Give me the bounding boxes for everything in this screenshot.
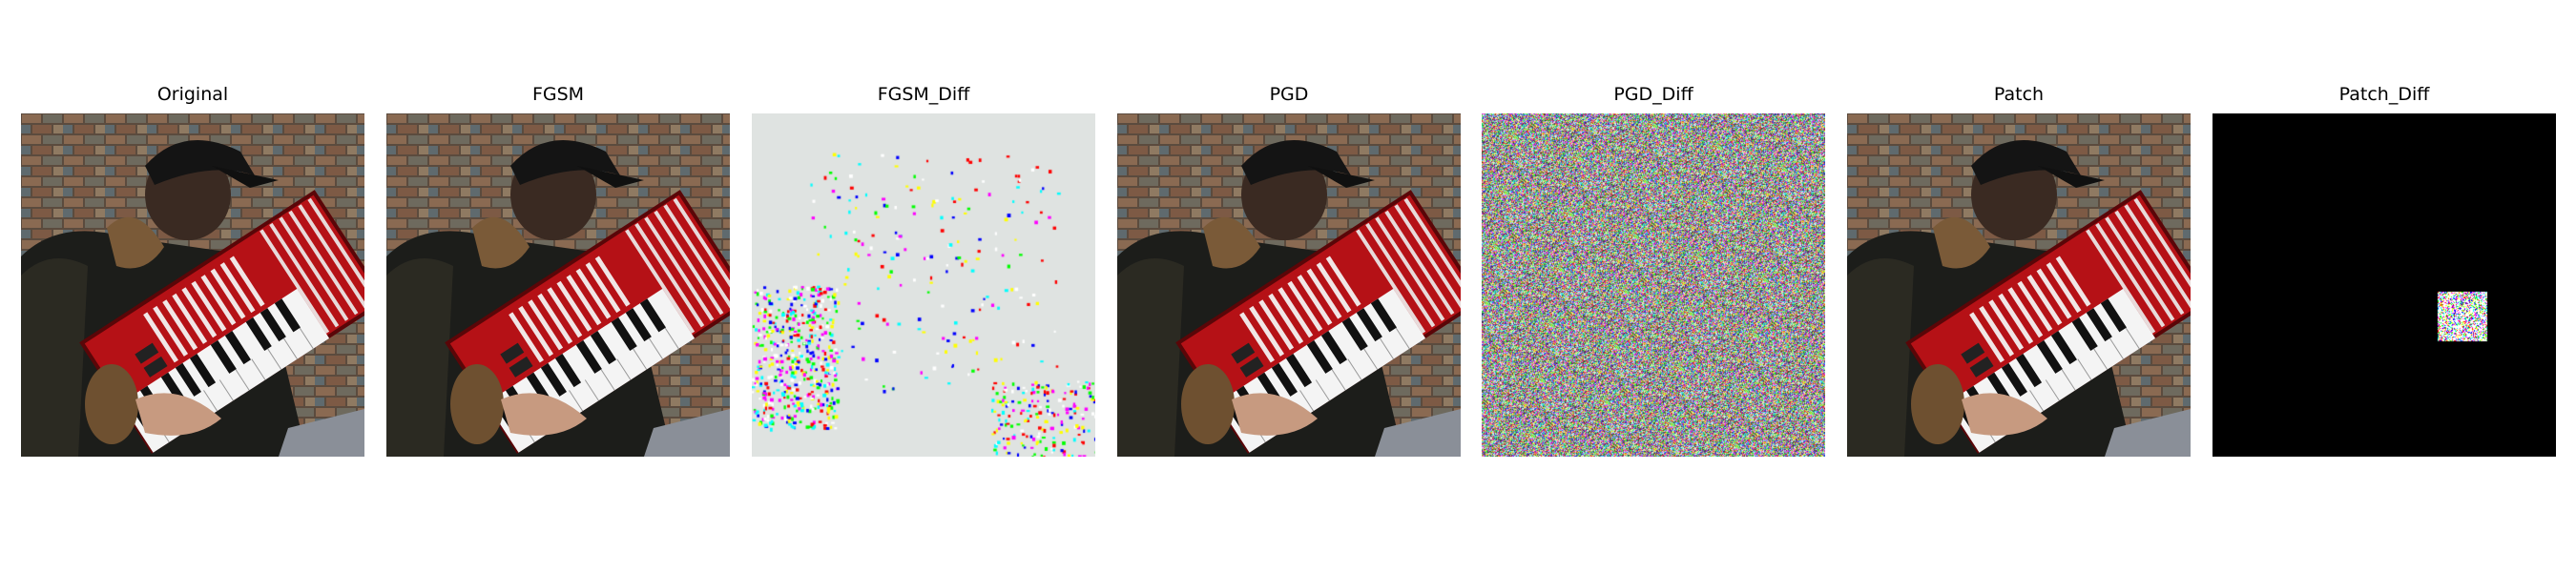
- fgsm-diff-image: [752, 113, 1095, 457]
- patch-image: [1847, 113, 2191, 457]
- pgd-diff-image: [1482, 113, 1825, 457]
- original-image: [21, 113, 364, 457]
- panel-title-fgsm-diff: FGSM_Diff: [877, 84, 970, 105]
- panel-title-patch-diff: Patch_Diff: [2338, 84, 2430, 105]
- patch-diff-image: [2212, 113, 2556, 457]
- panel-title-pgd: PGD: [1269, 84, 1309, 105]
- panel-title-original: Original: [156, 84, 229, 105]
- panel-title-patch: Patch: [1993, 84, 2045, 105]
- fgsm-image: [386, 113, 730, 457]
- panel-title-pgd-diff: PGD_Diff: [1613, 84, 1693, 105]
- pgd-image: [1117, 113, 1461, 457]
- panel-title-fgsm: FGSM: [531, 84, 585, 105]
